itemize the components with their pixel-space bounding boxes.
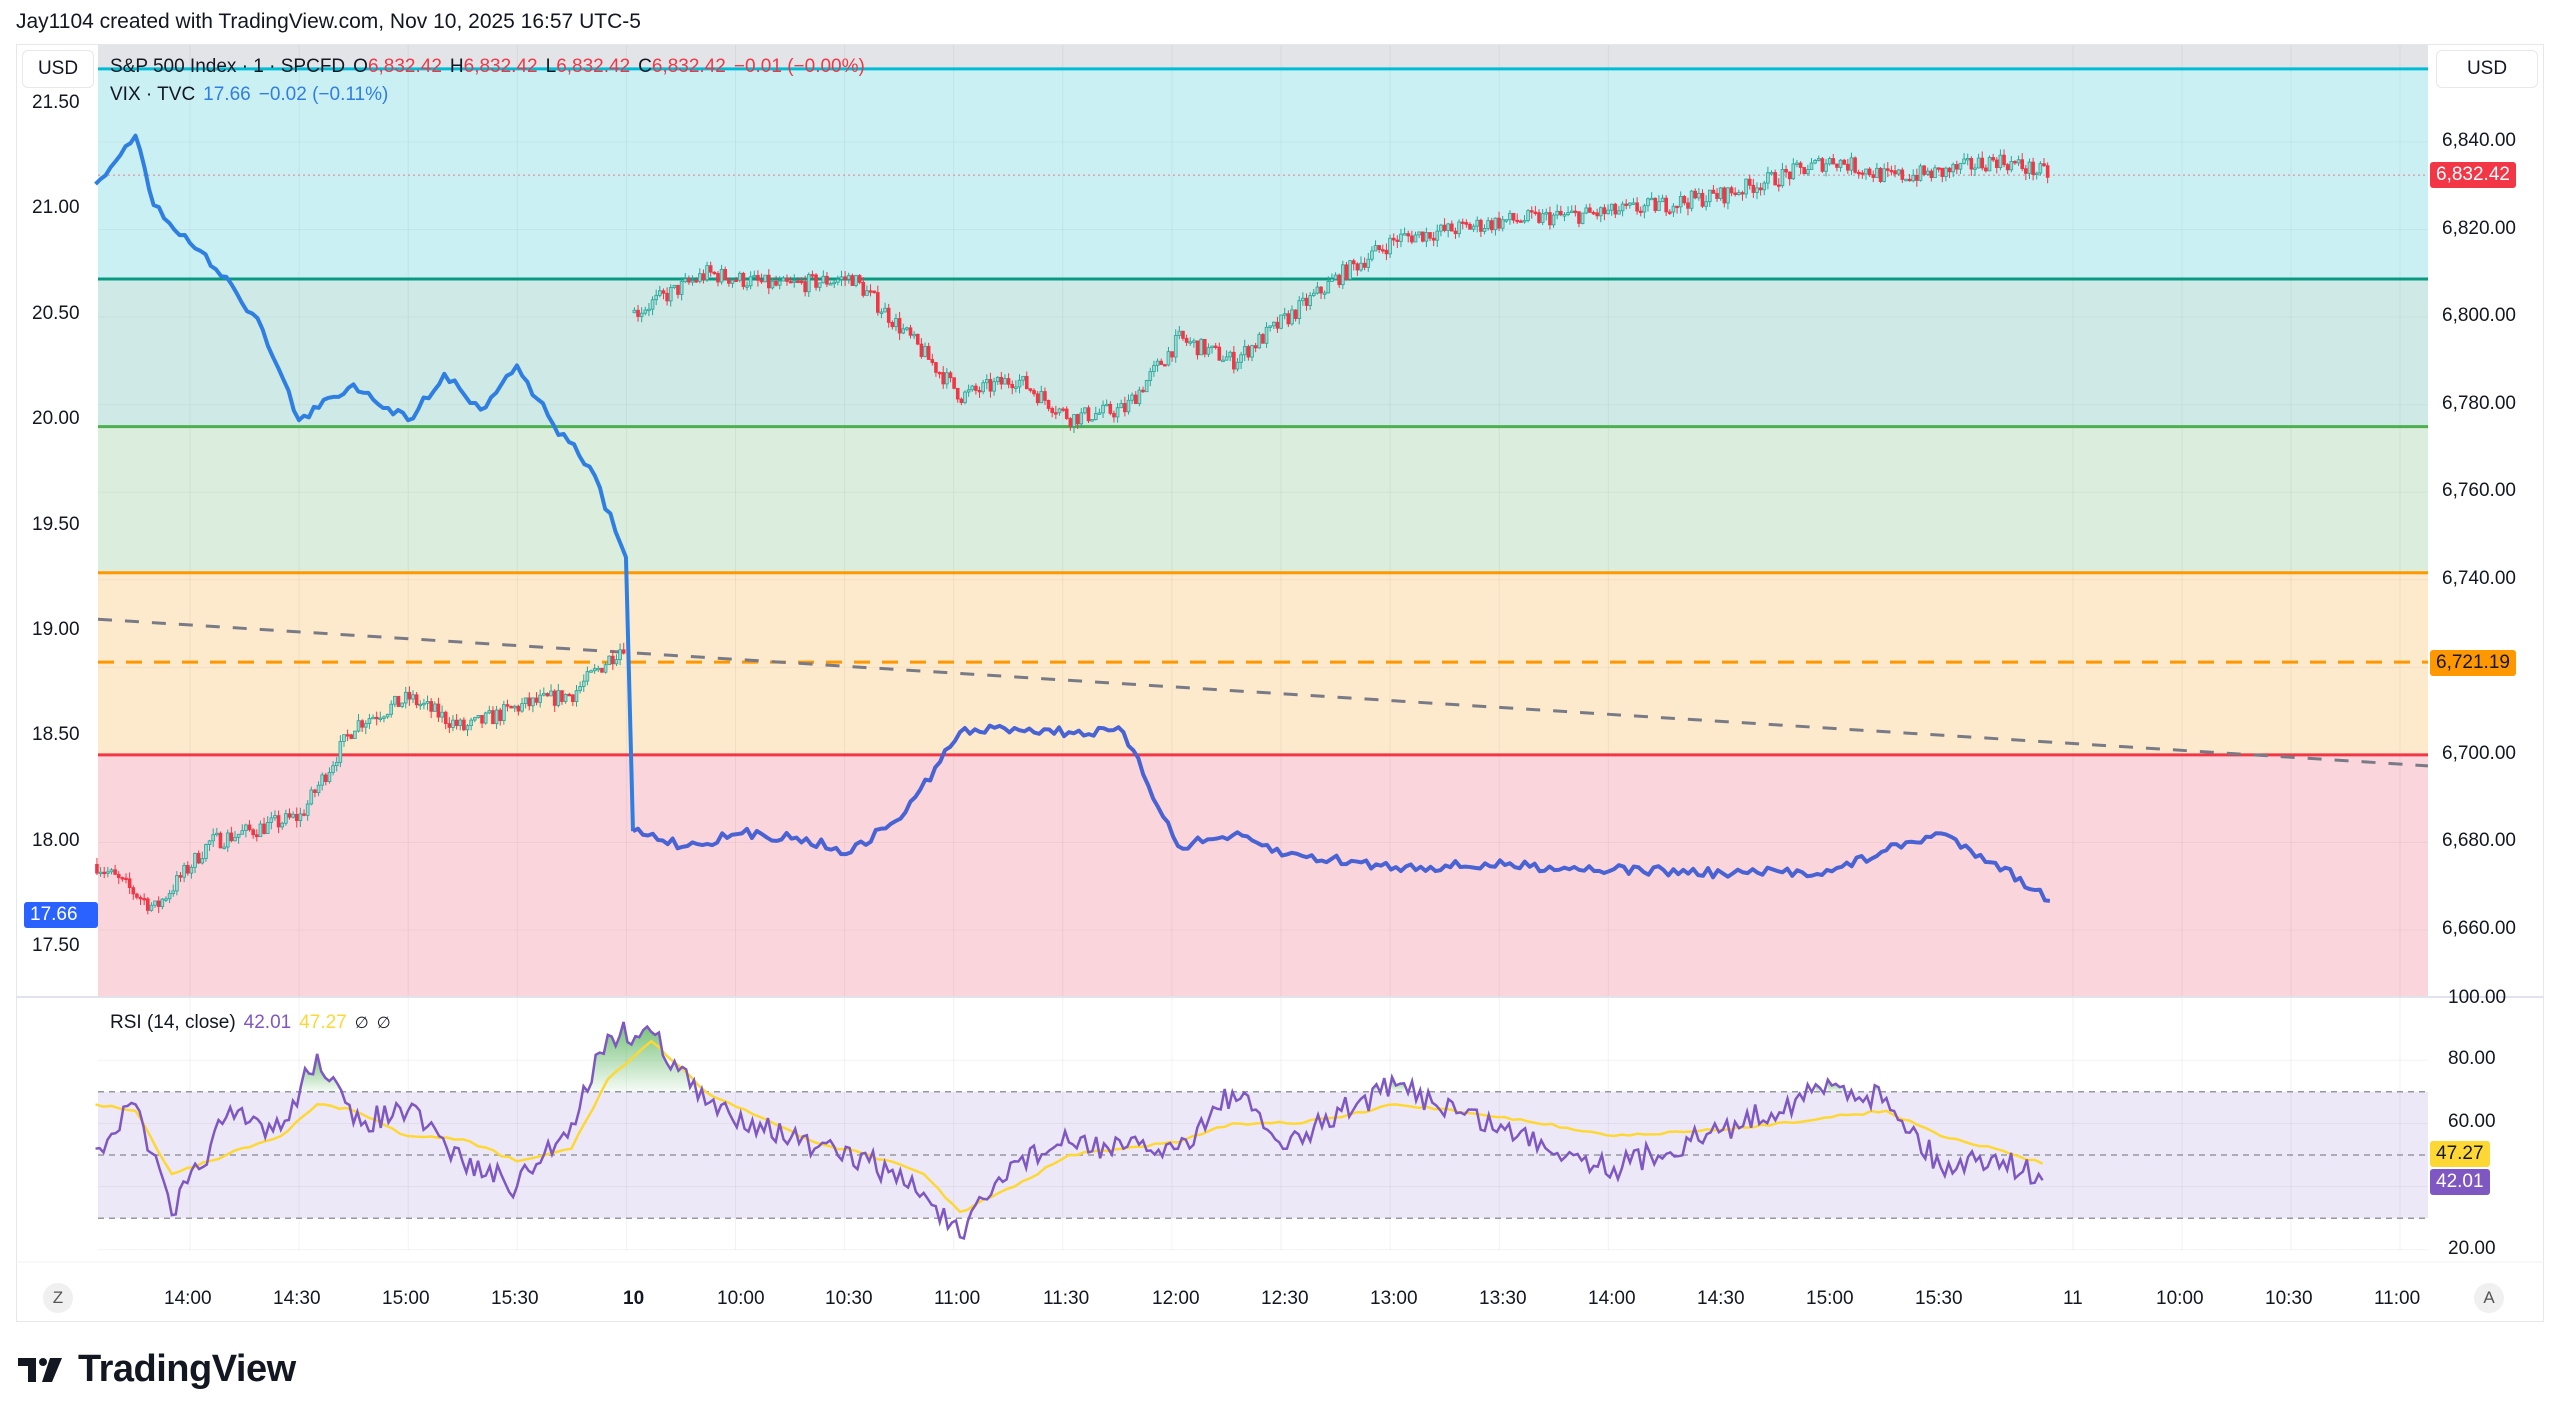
auto-scale-button[interactable]: A [2474, 1283, 2504, 1313]
axis-tick-label: 6,680.00 [2442, 830, 2516, 852]
rsi-empty-1: ∅ [354, 1015, 369, 1032]
axis-tick-label: 17.50 [32, 935, 80, 957]
axis-tick-label: 14:00 [1588, 1288, 1636, 1309]
rsi-badge: 42.01 [2430, 1169, 2490, 1195]
trend-line[interactable] [97, 617, 2429, 768]
price-zone [98, 279, 2428, 427]
left-currency-button[interactable]: USD [22, 50, 94, 88]
axis-tick-label: 80.00 [2448, 1048, 2496, 1070]
vix-symbol[interactable]: VIX · TVC [110, 84, 196, 105]
axis-tick-label: 10:00 [2156, 1288, 2204, 1309]
axis-tick-label: 6,740.00 [2442, 567, 2516, 589]
vix-change: −0.02 (−0.11%) [258, 84, 389, 105]
axis-tick-label: 10:00 [717, 1288, 765, 1309]
close-value: 6,832.42 [651, 56, 726, 77]
axis-tick-label: 11:00 [934, 1288, 981, 1309]
open-label: O [353, 56, 368, 77]
vix-line-day1[interactable] [94, 133, 635, 832]
rsi-ma-badge: 47.27 [2430, 1141, 2490, 1167]
horizontal-line-price-badge: 6,721.19 [2430, 650, 2516, 676]
axis-tick-label: 6,820.00 [2442, 217, 2516, 239]
vix-last-price-badge: 17.66 [24, 902, 98, 928]
rsi-name[interactable]: RSI (14, close) [110, 1012, 236, 1033]
high-value: 6,832.42 [463, 56, 538, 77]
axis-tick-label: 18.00 [32, 829, 80, 851]
high-label: H [449, 56, 464, 77]
right-currency-button[interactable]: USD [2436, 50, 2538, 88]
axis-tick-label: 6,780.00 [2442, 392, 2516, 414]
rsi-ma-value: 47.27 [299, 1012, 347, 1033]
spx-symbol[interactable]: S&P 500 Index · 1 · SPCFD [110, 56, 346, 77]
axis-tick-label: 14:30 [273, 1288, 321, 1309]
axis-tick-label: 20.50 [32, 302, 80, 324]
rsi-line[interactable] [95, 1021, 2044, 1240]
axis-tick-label: 20.00 [32, 408, 80, 430]
price-zone [98, 572, 2428, 755]
attribution-text: Jay1104 created with TradingView.com, No… [16, 10, 641, 33]
price-zone [98, 68, 2428, 280]
rsi-overbought-fill [1392, 1077, 1405, 1092]
axis-tick-label: 15:30 [491, 1288, 539, 1309]
axis-tick-label: 13:00 [1370, 1288, 1418, 1309]
vix-line-day2[interactable] [632, 723, 2051, 903]
axis-tick-label: 21.50 [32, 92, 80, 113]
low-value: 6,832.42 [556, 56, 631, 77]
axis-tick-label: 10 [623, 1288, 645, 1309]
axis-tick-label: 14:00 [164, 1288, 212, 1309]
axis-tick-label: 19.00 [32, 619, 80, 640]
axis-tick-label: 11:00 [2374, 1288, 2421, 1309]
vix-value: 17.66 [203, 84, 251, 105]
rsi-ma-line[interactable] [95, 1039, 2044, 1214]
axis-tick-label: 19.50 [32, 513, 80, 535]
axis-tick-label: 6,660.00 [2442, 918, 2516, 940]
axis-tick-label: 12:00 [1152, 1288, 1200, 1309]
axis-tick-label: 60.00 [2448, 1111, 2496, 1133]
rsi-empty-2: ∅ [376, 1015, 391, 1032]
axis-tick-label: 12:30 [1261, 1288, 1309, 1309]
spx-last-price-badge: 6,832.42 [2430, 162, 2516, 188]
rsi-legend[interactable]: RSI (14, close) 42.01 47.27 ∅ ∅ [110, 1012, 399, 1034]
axis-tick-label: 11 [2063, 1288, 2083, 1309]
change-value: −0.01 (−0.00%) [733, 56, 865, 77]
axis-tick-label: 13:30 [1479, 1288, 1527, 1309]
axis-tick-label: 6,700.00 [2442, 742, 2516, 764]
axis-tick-label: 10:30 [2265, 1288, 2313, 1309]
axis-tick-label: 14:30 [1697, 1288, 1745, 1309]
vix-legend[interactable]: VIX · TVC 17.66 −0.02 (−0.11%) [110, 84, 396, 106]
price-zone [98, 426, 2428, 573]
axis-tick-label: 18.50 [32, 724, 80, 746]
price-zone [98, 45, 2428, 69]
low-label: L [545, 56, 557, 77]
brand-name: TradingView [78, 1348, 296, 1390]
rsi-overbought-fill [1827, 1079, 1844, 1092]
axis-tick-label: 21.00 [32, 197, 80, 219]
axis-tick-label: 6,760.00 [2442, 480, 2516, 502]
rsi-overbought-fill [583, 1021, 694, 1092]
price-zone [98, 754, 2428, 997]
axis-tick-label: 15:30 [1915, 1288, 1963, 1309]
chart-frame [16, 44, 2544, 1322]
spx-legend[interactable]: S&P 500 Index · 1 · SPCFD O6,832.42 H6,832… [110, 56, 873, 78]
axis-tick-label: 11:30 [1043, 1288, 1090, 1309]
timezone-button[interactable]: Z [43, 1283, 73, 1313]
axis-tick-label: 100.00 [2448, 987, 2507, 1008]
axis-tick-label: 6,840.00 [2442, 130, 2516, 151]
axis-tick-label: 20.00 [2448, 1237, 2496, 1259]
open-value: 6,832.42 [367, 56, 442, 77]
axis-tick-label: 15:00 [382, 1288, 430, 1309]
axis-tick-label: 15:00 [1806, 1288, 1854, 1309]
tradingview-logo-icon [18, 1357, 62, 1382]
spx-candles[interactable] [95, 149, 2050, 915]
axis-tick-label: 6,800.00 [2442, 305, 2516, 327]
rsi-value: 42.01 [243, 1012, 292, 1033]
close-label: C [638, 56, 652, 77]
tradingview-logo[interactable]: TradingView [18, 1348, 296, 1391]
axis-tick-label: 10:30 [825, 1288, 873, 1309]
